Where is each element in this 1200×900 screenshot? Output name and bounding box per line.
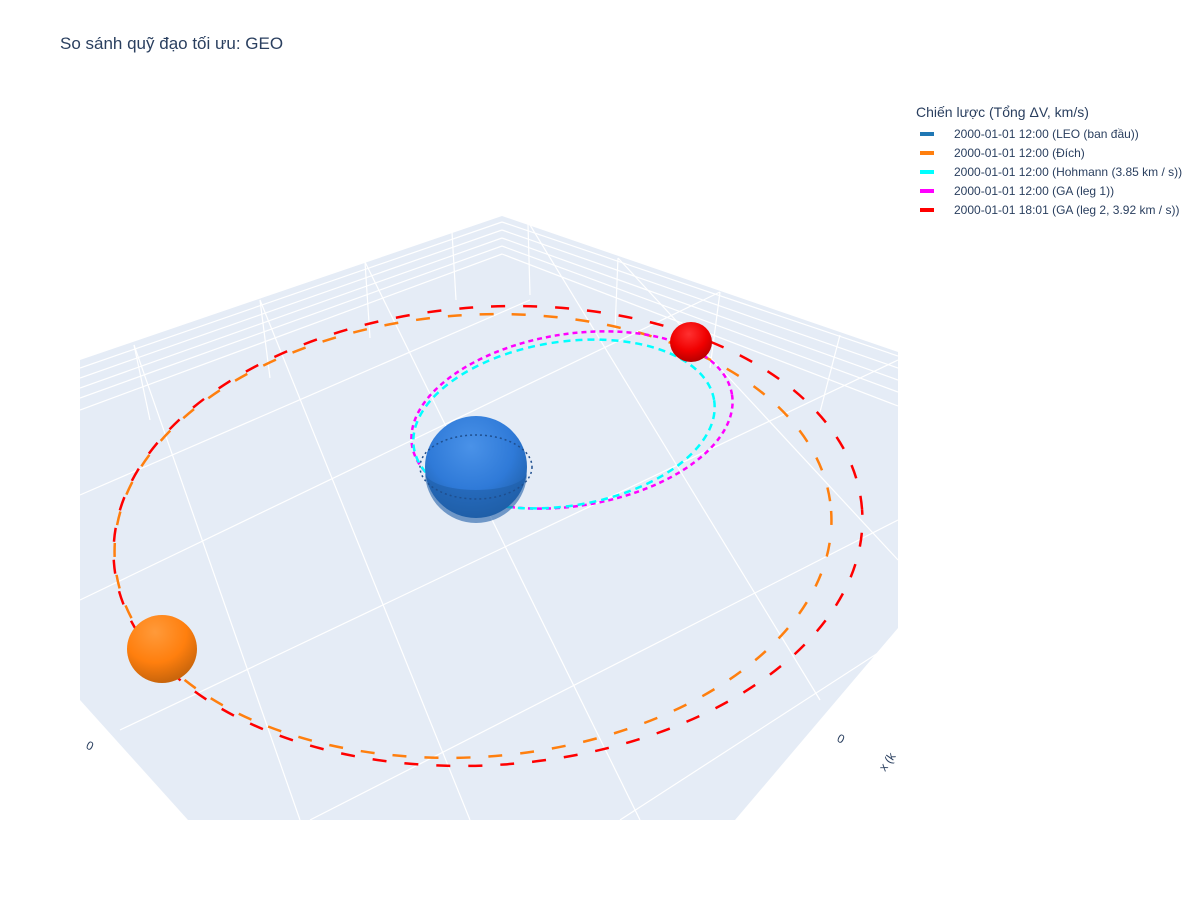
grid-line [133, 344, 301, 820]
series-ga-leg1-orbit[interactable] [399, 310, 746, 531]
grid-line [80, 253, 503, 411]
series-hohmann-orbit[interactable] [401, 319, 727, 529]
legend-item[interactable]: 2000-01-01 12:00 (LEO (ban đầu)) [916, 124, 1182, 143]
grid-line [259, 299, 271, 379]
grid-line [80, 291, 721, 601]
legend-label: 2000-01-01 12:00 (Đích) [954, 145, 1085, 160]
chart-3d-scene[interactable]: 0 0 x (k [0, 0, 900, 900]
target-sphere[interactable] [127, 615, 197, 683]
legend-item[interactable]: 2000-01-01 12:00 (Đích) [916, 143, 1182, 162]
legend-swatch [920, 207, 934, 212]
legend-item[interactable]: 2000-01-01 12:00 (GA (leg 1)) [916, 181, 1182, 200]
legend-label: 2000-01-01 18:01 (GA (leg 2, 3.92 km / s… [954, 202, 1180, 217]
grid-line [259, 299, 471, 820]
legend-item[interactable]: 2000-01-01 12:00 (Hohmann (3.85 km / s)) [916, 162, 1182, 181]
grid-line [80, 237, 503, 389]
series-target-orbit[interactable] [99, 290, 846, 781]
spacecraft-sphere[interactable] [670, 322, 712, 362]
grid-line [619, 639, 898, 820]
grid-line [133, 344, 151, 421]
grid-line [614, 257, 619, 331]
axis-tick-label: 0 [835, 731, 847, 747]
legend-swatch [920, 169, 934, 174]
legend-label: 2000-01-01 12:00 (Hohmann (3.85 km / s)) [954, 164, 1183, 179]
legend-swatch [920, 131, 934, 136]
legend-title: Chiến lược (Tổng ΔV, km/s) [916, 104, 1089, 120]
grid-line [119, 359, 898, 731]
legend-label: 2000-01-01 12:00 (LEO (ban đầu)) [954, 126, 1139, 141]
grid-line [80, 299, 531, 496]
legend-label: 2000-01-01 12:00 (GA (leg 1)) [954, 183, 1115, 198]
legend: Chiến lược (Tổng ΔV, km/s) 2000-01-01 12… [916, 104, 1182, 219]
grid-line [80, 245, 503, 399]
x-axis-title: x (k [876, 749, 899, 774]
grid-line [364, 261, 371, 339]
grid-line [527, 223, 531, 296]
grid-line [501, 221, 898, 357]
grid-line [529, 224, 821, 701]
chart-title: So sánh quỹ đạo tối ưu: GEO [60, 34, 284, 53]
grid-line [309, 519, 898, 820]
grid-line [451, 231, 457, 301]
earth-shadow-band [425, 472, 527, 523]
grid-line [501, 229, 898, 369]
grid-line [819, 334, 841, 413]
grid-line [617, 257, 898, 561]
series-leo-orbit[interactable] [419, 434, 533, 500]
grid-line [364, 261, 641, 820]
grid-line [709, 291, 721, 369]
grid-line [80, 229, 503, 379]
legend-swatch [920, 188, 934, 193]
series-ga-leg2-orbit[interactable] [98, 281, 878, 790]
legend-swatch [920, 150, 934, 155]
grid-line [501, 237, 898, 381]
grid-line [80, 221, 503, 369]
legend-item[interactable]: 2000-01-01 18:01 (GA (leg 2, 3.92 km / s… [916, 200, 1182, 219]
axis-tick-label: 0 [84, 738, 96, 754]
